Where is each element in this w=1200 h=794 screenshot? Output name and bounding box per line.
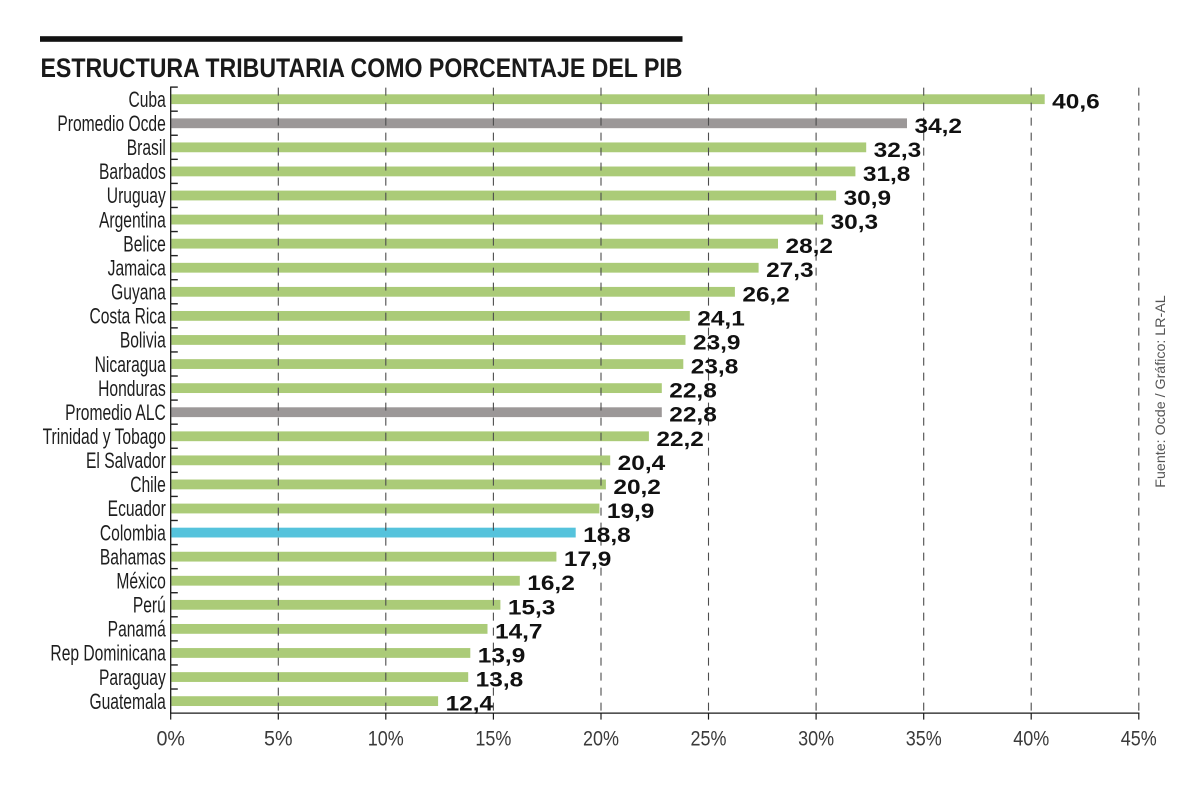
svg-text:Belice: Belice	[123, 233, 166, 257]
svg-text:40%: 40%	[1013, 726, 1049, 750]
svg-text:31,8: 31,8	[863, 161, 911, 186]
svg-text:30,3: 30,3	[831, 209, 879, 234]
svg-text:30,9: 30,9	[844, 185, 892, 210]
svg-text:30%: 30%	[798, 726, 834, 750]
svg-text:Perú: Perú	[133, 594, 166, 618]
svg-text:Paraguay: Paraguay	[99, 666, 166, 690]
svg-text:20,2: 20,2	[613, 474, 661, 499]
svg-text:20%: 20%	[583, 726, 619, 750]
svg-text:15%: 15%	[475, 726, 511, 750]
svg-text:Promedio Ocde: Promedio Ocde	[57, 113, 165, 137]
svg-text:Ecuador: Ecuador	[108, 498, 167, 522]
svg-text:14,7: 14,7	[495, 618, 543, 643]
svg-text:18,8: 18,8	[583, 522, 631, 547]
svg-text:19,9: 19,9	[607, 498, 655, 523]
svg-text:Costa Rica: Costa Rica	[89, 305, 166, 329]
svg-text:Rep Dominicana: Rep Dominicana	[50, 642, 166, 666]
svg-text:Bolivia: Bolivia	[120, 329, 166, 353]
svg-text:El Salvador: El Salvador	[86, 450, 166, 474]
svg-text:Trinidad y Tobago: Trinidad y Tobago	[43, 426, 166, 450]
svg-text:22,8: 22,8	[669, 402, 717, 427]
svg-text:40,6: 40,6	[1052, 89, 1100, 114]
svg-text:12,4: 12,4	[446, 691, 494, 716]
svg-text:Jamaica: Jamaica	[108, 257, 166, 281]
svg-text:13,9: 13,9	[478, 642, 526, 667]
svg-text:Bahamas: Bahamas	[100, 546, 166, 570]
svg-text:Promedio ALC: Promedio ALC	[65, 401, 166, 425]
svg-text:Uruguay: Uruguay	[107, 185, 166, 209]
svg-text:23,8: 23,8	[691, 354, 739, 379]
svg-text:16,2: 16,2	[527, 570, 575, 595]
svg-text:ESTRUCTURA TRIBUTARIA COMO POR: ESTRUCTURA TRIBUTARIA COMO PORCENTAJE DE…	[41, 53, 683, 83]
svg-text:28,2: 28,2	[786, 233, 834, 258]
svg-text:27,3: 27,3	[766, 257, 814, 282]
svg-text:45%: 45%	[1121, 726, 1157, 750]
svg-text:23,9: 23,9	[693, 329, 741, 354]
svg-text:17,9: 17,9	[564, 546, 612, 571]
svg-text:Honduras: Honduras	[98, 377, 166, 401]
svg-text:34,2: 34,2	[915, 113, 963, 138]
svg-text:Chile: Chile	[130, 474, 166, 498]
svg-text:Guatemala: Guatemala	[89, 690, 166, 714]
svg-text:Barbados: Barbados	[99, 161, 166, 185]
svg-text:22,2: 22,2	[656, 426, 704, 451]
svg-text:Colombia: Colombia	[100, 522, 166, 546]
svg-text:Argentina: Argentina	[99, 209, 166, 233]
svg-text:26,2: 26,2	[742, 281, 790, 306]
svg-text:Nicaragua: Nicaragua	[95, 353, 166, 377]
svg-text:32,3: 32,3	[874, 137, 922, 162]
svg-text:Guyana: Guyana	[111, 281, 166, 305]
svg-text:Fuente: Ocde / Gráfico: LR-AL: Fuente: Ocde / Gráfico: LR-AL	[1152, 295, 1168, 488]
svg-text:5%: 5%	[264, 726, 293, 750]
svg-text:Brasil: Brasil	[127, 137, 166, 161]
svg-text:24,1: 24,1	[697, 305, 745, 330]
svg-text:35%: 35%	[906, 726, 942, 750]
svg-text:13,8: 13,8	[476, 667, 524, 692]
svg-text:25%: 25%	[691, 726, 727, 750]
svg-text:20,4: 20,4	[618, 450, 666, 475]
svg-text:10%: 10%	[368, 726, 404, 750]
svg-text:Panamá: Panamá	[108, 618, 166, 642]
svg-text:0%: 0%	[156, 726, 185, 750]
svg-text:México: México	[116, 570, 165, 594]
svg-text:Cuba: Cuba	[128, 88, 166, 112]
svg-text:22,8: 22,8	[669, 378, 717, 403]
svg-text:15,3: 15,3	[508, 594, 556, 619]
